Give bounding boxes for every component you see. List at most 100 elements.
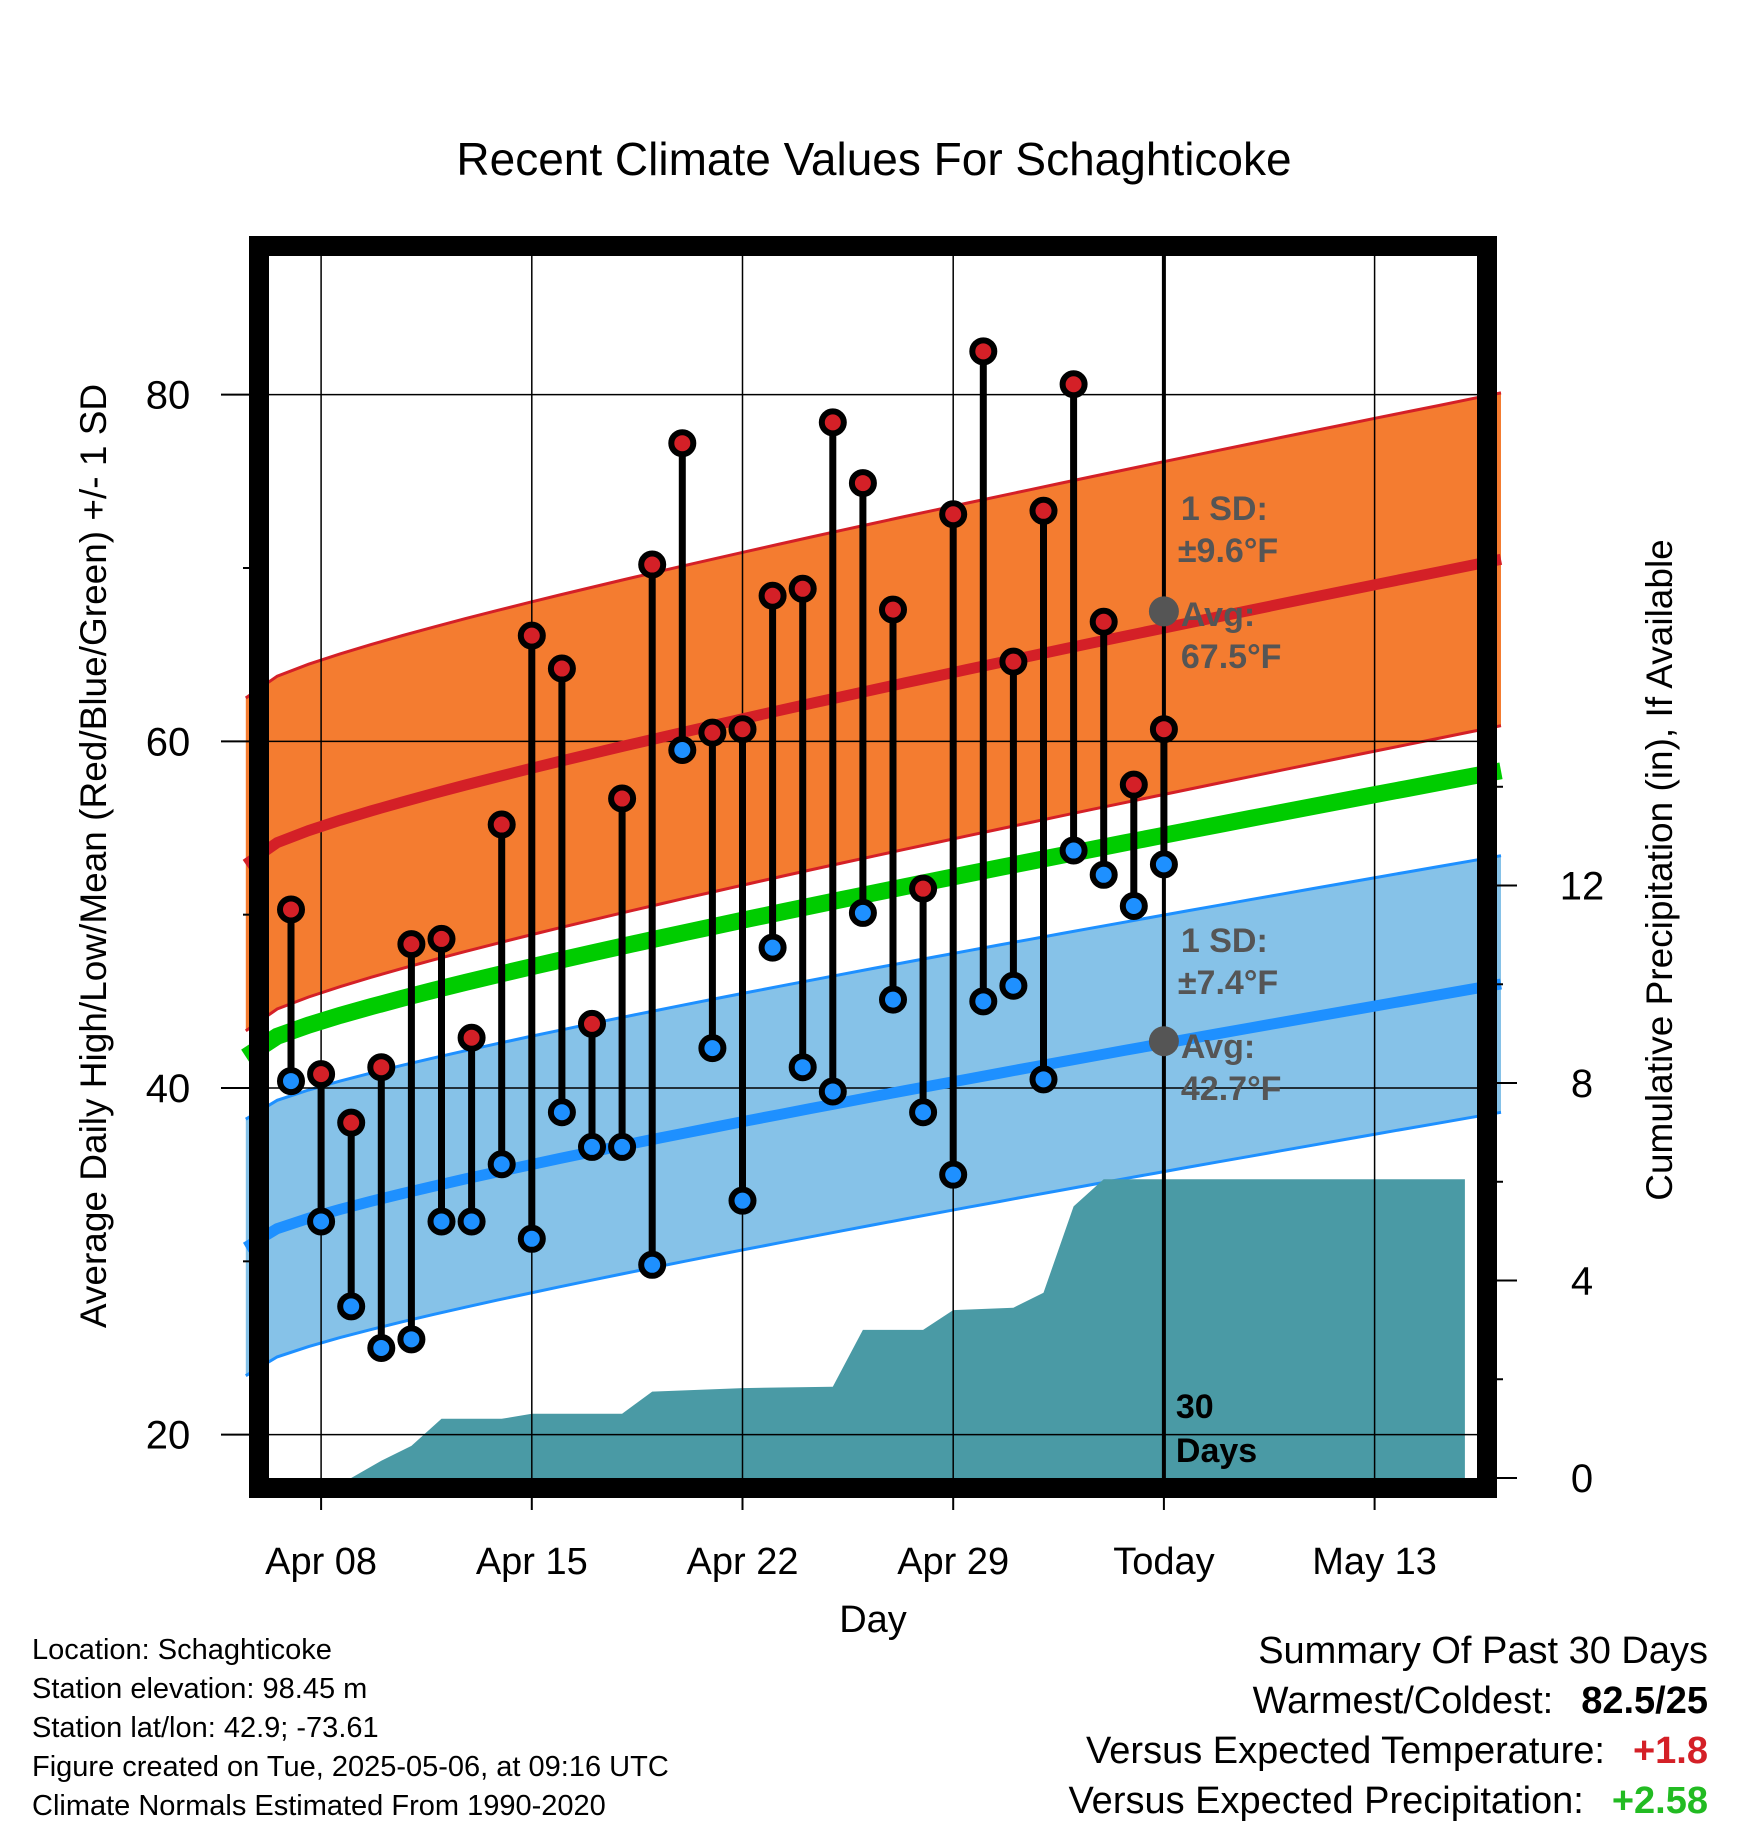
daily-high-point <box>307 1060 336 1089</box>
daily-high-point <box>1059 370 1088 399</box>
annotation-days-count: 30 <box>1176 1388 1214 1426</box>
daily-low-point <box>758 933 787 962</box>
normal-high-line <box>242 553 1503 869</box>
daily-low-point <box>818 1077 847 1106</box>
summary-title: Summary Of Past 30 Days <box>1258 1630 1708 1672</box>
y2-tick-label: 4 <box>1571 1260 1593 1304</box>
info-location: Location: Schaghticoke <box>32 1634 332 1666</box>
daily-low-point <box>457 1207 486 1236</box>
daily-high-point <box>1119 770 1148 799</box>
daily-high-point <box>638 550 667 579</box>
daily-high-point <box>1029 496 1058 525</box>
daily-high-point <box>788 574 817 603</box>
daily-high-point <box>487 810 516 839</box>
today-high-avg-marker <box>1148 596 1179 627</box>
normal-mean-line <box>241 762 1503 1064</box>
daily-low-point <box>1059 836 1088 865</box>
daily-low-point <box>999 971 1028 1000</box>
y2-axis-label: Cumulative Precipitation (in), If Availa… <box>1639 539 1680 1201</box>
chart-title: Recent Climate Values For Schaghticoke <box>456 133 1291 185</box>
daily-low-point <box>547 1098 576 1127</box>
normal-low-line <box>242 978 1502 1253</box>
x-tick-label: Apr 08 <box>265 1541 377 1583</box>
daily-high-point <box>1149 715 1178 744</box>
annotation-low-sd: 1 SD: <box>1181 922 1268 960</box>
daily-low-point <box>909 1098 938 1127</box>
daily-low-point <box>1029 1065 1058 1094</box>
annotation-high-avg: Avg: <box>1181 596 1255 634</box>
info-normals: Climate Normals Estimated From 1990-2020 <box>32 1790 606 1822</box>
daily-low-point <box>517 1224 546 1253</box>
daily-low-point <box>728 1186 757 1215</box>
daily-high-point <box>698 718 727 747</box>
annotation-high-avg-value: 67.5°F <box>1181 638 1282 676</box>
daily-high-point <box>337 1108 366 1137</box>
daily-high-point <box>969 337 998 366</box>
y-tick-label: 80 <box>146 374 191 418</box>
daily-low-point <box>698 1034 727 1063</box>
daily-low-point <box>1089 860 1118 889</box>
x-tick-label: Apr 22 <box>687 1541 799 1583</box>
axes: 20 40 60 80 0 4 8 12 Apr 08 Apr 15 Apr 22 Apr 29 Tod… <box>146 374 1605 1583</box>
daily-low-point <box>788 1053 817 1082</box>
daily-high-point <box>668 429 697 458</box>
summary-precip-value: +2.58 <box>1611 1780 1708 1822</box>
annotation-high-sd-value: ±9.6°F <box>1178 532 1278 570</box>
low-sd-lower-line <box>245 1110 1502 1377</box>
annotation-days-word: Days <box>1176 1432 1257 1470</box>
daily-high-point <box>517 621 546 650</box>
daily-low-point <box>969 987 998 1016</box>
annotation-low-avg: Avg: <box>1181 1028 1255 1066</box>
daily-high-point <box>277 895 305 924</box>
daily-high-point <box>608 784 637 813</box>
y-tick-label: 60 <box>146 720 191 764</box>
daily-high-point <box>427 924 456 953</box>
plot-frame <box>249 236 1497 1498</box>
summary-temp: Versus Expected Temperature: +1.8 <box>1086 1730 1708 1773</box>
info-latlon: Station lat/lon: 42.9; -73.61 <box>32 1712 379 1744</box>
daily-low-point <box>638 1250 667 1279</box>
summary-warmest-value: 82.5/25 <box>1581 1680 1708 1722</box>
daily-high-point <box>879 595 907 624</box>
annotation-low-sd-value: ±7.4°F <box>1178 964 1278 1002</box>
summary-temp-label: Versus Expected Temperature: <box>1086 1730 1605 1772</box>
daily-low-point <box>578 1132 606 1161</box>
annotation-high-sd: 1 SD: <box>1181 490 1268 528</box>
daily-low-point <box>277 1067 305 1096</box>
summary-warmest-label: Warmest/Coldest: <box>1252 1680 1554 1722</box>
daily-high-point <box>818 408 847 437</box>
daily-low-point <box>1119 892 1148 920</box>
today-low-avg-marker <box>1148 1026 1179 1057</box>
daily-high-point <box>397 930 426 959</box>
daily-low-point <box>397 1325 426 1354</box>
daily-low-point <box>307 1207 336 1236</box>
daily-high-point <box>939 500 968 529</box>
info-created: Figure created on Tue, 2025-05-06, at 09… <box>32 1751 669 1783</box>
daily-low-point <box>608 1132 637 1161</box>
y2-tick-label: 12 <box>1560 865 1605 909</box>
low-sd-upper-line <box>245 854 1502 1121</box>
plot-area: 1 SD: ±9.6°F Avg: 67.5°F 1 SD: ±7.4°F Avg: 42.7… <box>241 256 1503 1478</box>
daily-high-point <box>728 715 757 744</box>
daily-high-point <box>909 874 938 903</box>
daily-low-point <box>848 898 877 927</box>
daily-low-point <box>939 1160 968 1189</box>
daily-low-point <box>879 985 907 1014</box>
x-tick-label: Today <box>1113 1541 1214 1583</box>
daily-high-point <box>999 647 1028 676</box>
y2-tick-label: 8 <box>1571 1062 1593 1106</box>
daily-low-point <box>487 1150 516 1179</box>
daily-low-point <box>668 736 697 764</box>
y-axis-label: Average Daily High/Low/Mean (Red/Blue/Gr… <box>73 384 114 1328</box>
summary-precip-label: Versus Expected Precipitation: <box>1068 1780 1584 1822</box>
y-tick-label: 40 <box>146 1067 191 1111</box>
x-tick-label: Apr 29 <box>897 1541 1009 1583</box>
daily-low-point <box>367 1334 396 1362</box>
info-elevation: Station elevation: 98.45 m <box>32 1673 368 1705</box>
high-sd-lower-line <box>244 724 1502 1033</box>
daily-high-point <box>367 1053 396 1082</box>
low-sd-band <box>245 855 1501 1376</box>
summary-warmest: Warmest/Coldest: 82.5/25 <box>1253 1680 1708 1723</box>
daily-low-point <box>1149 850 1178 879</box>
